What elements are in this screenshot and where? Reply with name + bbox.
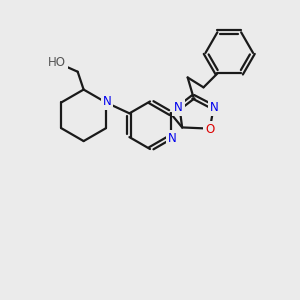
Text: N: N <box>103 95 111 108</box>
Text: N: N <box>168 132 177 145</box>
Text: N: N <box>210 101 219 114</box>
Text: HO: HO <box>48 56 66 69</box>
Text: O: O <box>205 123 214 136</box>
Text: N: N <box>174 101 183 114</box>
